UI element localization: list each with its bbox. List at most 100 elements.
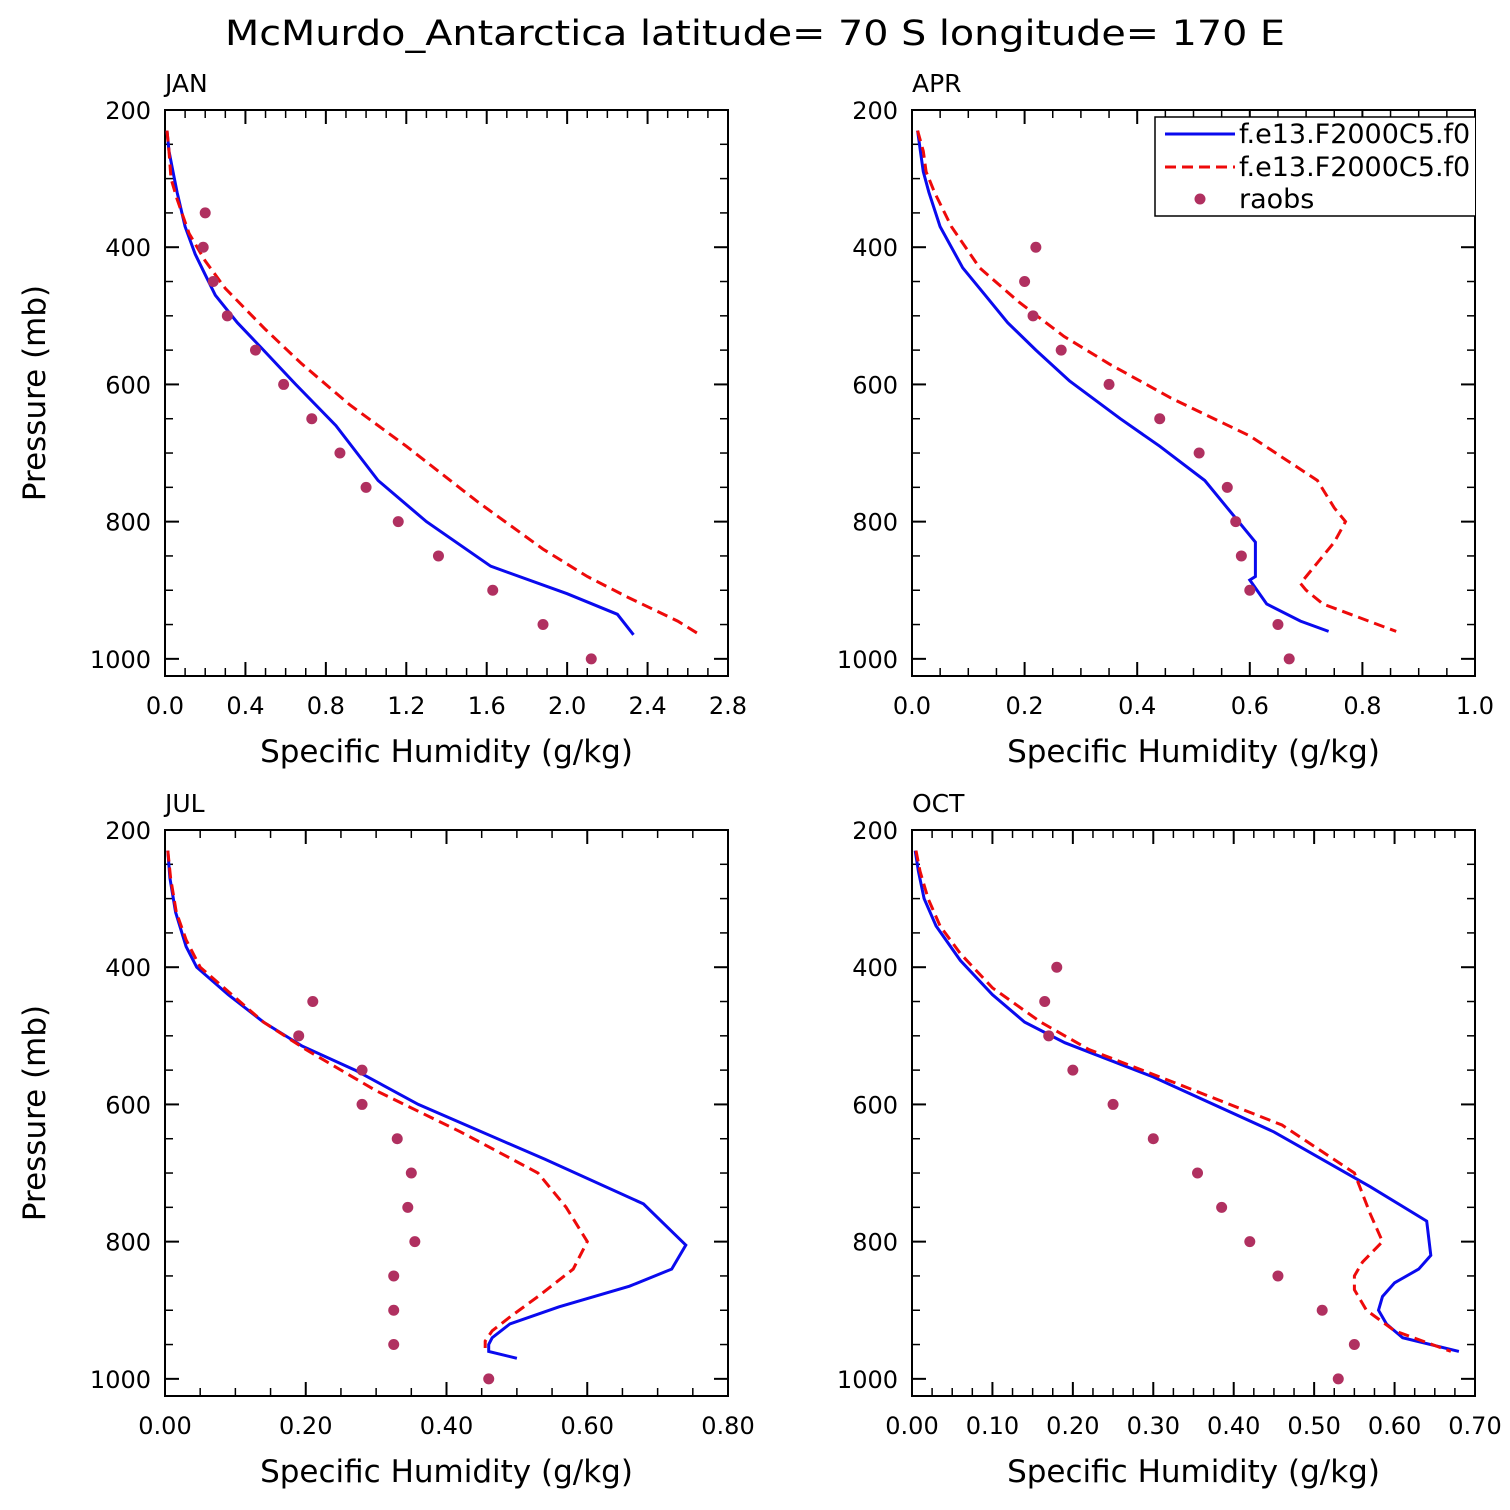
raobs-point [1283, 653, 1295, 665]
raobs-point [1030, 241, 1042, 253]
y-tick-label: 200 [105, 97, 151, 125]
series-line-solid [913, 850, 1460, 1353]
raobs-point [1230, 516, 1242, 528]
panels: JAN 0.0 0.4 0.8 1.2 1.6 2.0 2.4 2.8 200 400 600 800 1… [17, 69, 1502, 1490]
y-tick-label: 400 [852, 234, 898, 262]
x-tick-label: 0.6 [1231, 692, 1269, 720]
panel-jul: JUL 0.00 0.20 0.40 0.60 0.80 200 400 600 800 1000 S… [17, 789, 755, 1490]
raobs-point [1235, 550, 1247, 562]
raobs-point [409, 1236, 421, 1248]
legend-entry-label: raobs [1239, 184, 1314, 215]
series-line-dashed [914, 850, 1452, 1353]
y-tick-label: 200 [105, 817, 151, 845]
y-tick-label: 800 [105, 1229, 151, 1257]
series-line-solid [166, 850, 688, 1360]
raobs-point [1192, 1167, 1204, 1179]
panel-oct: OCT 0.00 0.10 0.20 0.30 0.40 0.50 0.60 0.70 200 40… [837, 789, 1502, 1490]
x-tick-label: 0.40 [420, 1412, 473, 1440]
legend-entry-label: f.e13.F2000C5.f0 [1239, 152, 1470, 183]
y-tick-label: 1000 [90, 646, 151, 674]
raobs-point [1348, 1339, 1360, 1351]
raobs-point [1244, 584, 1256, 596]
raobs-point [1216, 1201, 1228, 1213]
x-tick-label: 0.4 [1118, 692, 1156, 720]
raobs-point [278, 378, 290, 390]
raobs-point [1272, 1270, 1284, 1282]
raobs-point [293, 1030, 305, 1042]
x-tick-label: 0.8 [307, 692, 345, 720]
x-tick-label: 0.00 [138, 1412, 191, 1440]
raobs-point [1039, 996, 1051, 1008]
plot-frame [911, 829, 1476, 1397]
plot-area [166, 850, 688, 1385]
plot-frame [164, 109, 729, 677]
y-tick-label: 200 [852, 97, 898, 125]
y-tick-label: 800 [852, 509, 898, 537]
raobs-point [199, 207, 211, 219]
y-tick-label: 600 [105, 371, 151, 399]
y-tick-label: 200 [852, 817, 898, 845]
x-tick-label: 0.0 [893, 692, 931, 720]
raobs-point [1332, 1373, 1344, 1385]
raobs-point [307, 996, 319, 1008]
x-tick-label: 0.8 [1343, 692, 1381, 720]
raobs-point [537, 619, 549, 631]
y-tick-label: 600 [852, 1091, 898, 1119]
y-tick-label: 600 [852, 371, 898, 399]
x-tick-label: 1.2 [387, 692, 425, 720]
raobs-point [249, 344, 261, 356]
raobs-point [388, 1339, 400, 1351]
x-tick-label: 0.10 [966, 1412, 1019, 1440]
x-tick-label: 0.70 [1448, 1412, 1501, 1440]
x-tick-label: 0.2 [1006, 692, 1044, 720]
raobs-point [483, 1373, 495, 1385]
x-tick-label: 1.0 [1456, 692, 1494, 720]
y-axis-label: Pressure (mb) [17, 1005, 53, 1221]
raobs-point [1043, 1030, 1055, 1042]
y-tick-label: 800 [105, 509, 151, 537]
legend-dot [1194, 193, 1206, 205]
raobs-point [1103, 378, 1115, 390]
raobs-point [1055, 344, 1067, 356]
x-tick-label: 0.40 [1207, 1412, 1260, 1440]
series-line-dashed [166, 850, 590, 1348]
x-tick-label: 0.30 [1127, 1412, 1180, 1440]
x-tick-label: 2.4 [628, 692, 666, 720]
raobs-point [392, 516, 404, 528]
y-axis-label: Pressure (mb) [17, 285, 53, 501]
raobs-point [1051, 961, 1063, 973]
series-line-dashed [165, 130, 701, 637]
raobs-point [1221, 481, 1233, 493]
panel-label: OCT [912, 789, 965, 818]
raobs-point [356, 1064, 368, 1076]
raobs-point [402, 1201, 414, 1213]
x-axis-label: Specific Humidity (g/kg) [260, 734, 633, 770]
legend-entry-label: f.e13.F2000C5.f0 [1239, 119, 1470, 150]
raobs-point [1193, 447, 1205, 459]
y-tick-label: 400 [852, 954, 898, 982]
x-tick-label: 1.6 [468, 692, 506, 720]
y-tick-label: 1000 [90, 1366, 151, 1394]
panel-apr: APR 0.0 0.2 0.4 0.6 0.8 1.0 200 400 600 800 1000 Spe… [837, 69, 1494, 770]
x-axis-label: Specific Humidity (g/kg) [260, 1454, 633, 1490]
x-tick-label: 0.4 [226, 692, 264, 720]
panel-jan: JAN 0.0 0.4 0.8 1.2 1.6 2.0 2.4 2.8 200 400 600 800 1… [17, 69, 747, 770]
y-tick-label: 1000 [837, 1366, 898, 1394]
plot-area [916, 130, 1397, 665]
x-tick-label: 0.00 [885, 1412, 938, 1440]
raobs-point [1027, 310, 1039, 322]
raobs-point [207, 276, 219, 288]
raobs-point [1316, 1304, 1328, 1316]
raobs-point [388, 1270, 400, 1282]
x-tick-label: 0.60 [561, 1412, 614, 1440]
plot-frame [164, 829, 729, 1397]
raobs-point [334, 447, 346, 459]
raobs-point [405, 1167, 417, 1179]
x-tick-label: 0.20 [1046, 1412, 1099, 1440]
raobs-point [585, 653, 597, 665]
raobs-point [1019, 276, 1031, 288]
series-line-dashed [916, 130, 1397, 633]
x-tick-label: 0.50 [1287, 1412, 1340, 1440]
x-axis-label: Specific Humidity (g/kg) [1007, 734, 1380, 770]
